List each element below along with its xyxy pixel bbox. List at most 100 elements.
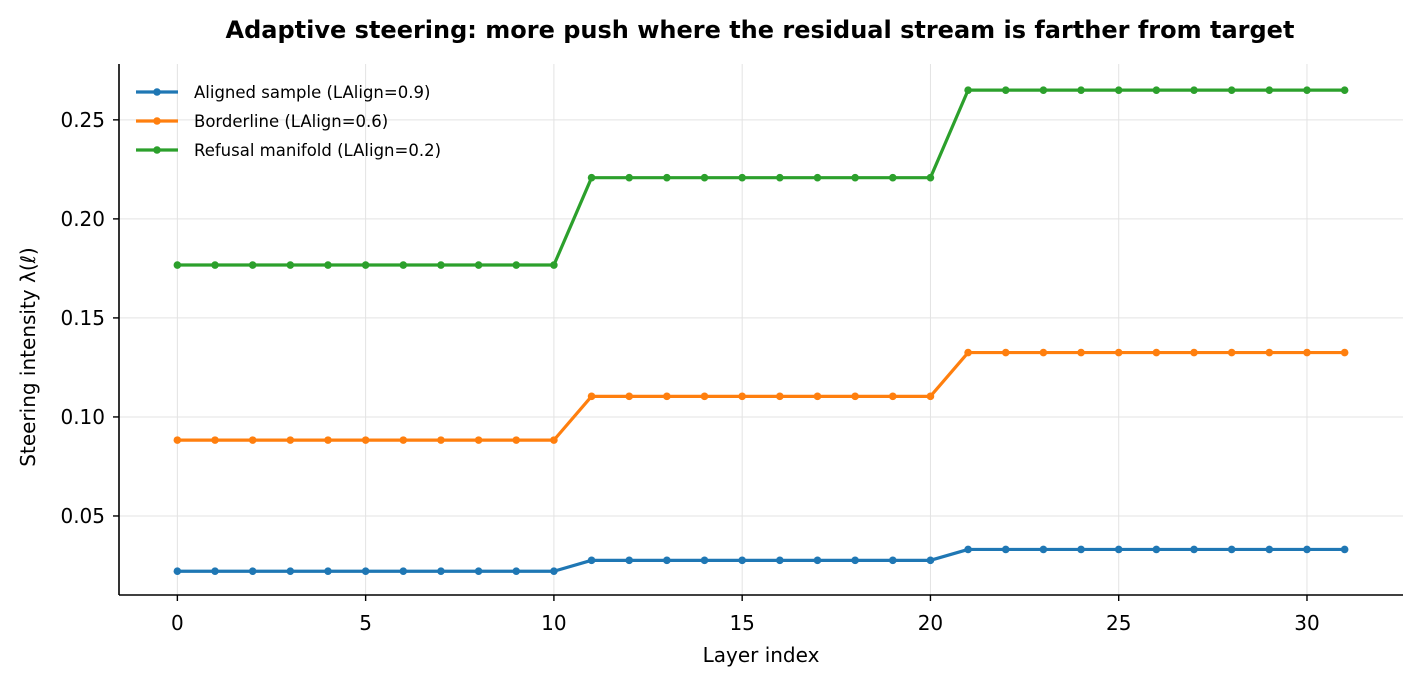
legend-marker xyxy=(153,88,161,96)
data-point xyxy=(1303,545,1311,554)
legend-marker xyxy=(153,117,161,125)
series-line xyxy=(177,88,1345,267)
data-point xyxy=(776,392,784,401)
data-point xyxy=(248,567,257,576)
series-1 xyxy=(173,545,1349,576)
data-point xyxy=(663,556,671,565)
data-point xyxy=(964,545,972,554)
data-point xyxy=(361,567,370,576)
data-point xyxy=(1303,348,1311,357)
x-axis-ticks: 0 5 10 15 20 25 30 xyxy=(171,595,1320,635)
data-point xyxy=(211,436,219,444)
data-point xyxy=(926,392,935,401)
data-point xyxy=(1227,348,1236,357)
data-point xyxy=(1077,86,1085,94)
data-point xyxy=(361,261,370,269)
data-point xyxy=(851,556,859,565)
data-point xyxy=(512,567,521,576)
data-point xyxy=(1340,348,1349,357)
data-point xyxy=(324,567,332,576)
y-axis-label: Steering intensity λ(ℓ) xyxy=(16,247,40,466)
data-point xyxy=(286,567,295,576)
grid xyxy=(119,64,1403,595)
data-point xyxy=(1039,545,1048,554)
data-point xyxy=(173,436,182,444)
data-point xyxy=(738,556,746,565)
data-point xyxy=(1039,86,1048,94)
data-point xyxy=(550,567,558,576)
data-point xyxy=(399,567,408,576)
data-point xyxy=(1340,86,1349,94)
data-point xyxy=(248,261,257,269)
data-point xyxy=(437,261,445,269)
data-point xyxy=(1190,348,1198,357)
x-tick-label: 15 xyxy=(729,611,754,635)
data-point xyxy=(587,392,596,401)
y-tick-label: 0.10 xyxy=(60,405,105,429)
data-point xyxy=(286,261,295,269)
data-point xyxy=(663,173,671,182)
data-point xyxy=(926,173,935,182)
data-point xyxy=(1340,545,1349,554)
data-point xyxy=(1001,86,1010,94)
y-tick-label: 0.20 xyxy=(60,207,105,231)
data-point xyxy=(1001,545,1010,554)
series-line xyxy=(177,547,1345,573)
data-point xyxy=(851,392,859,401)
data-point xyxy=(738,392,746,401)
data-point xyxy=(888,556,897,565)
legend-item: Borderline (LAlign=0.6) xyxy=(136,112,388,131)
data-point xyxy=(625,392,634,401)
data-point xyxy=(1152,545,1161,554)
data-point xyxy=(1265,545,1274,554)
x-axis-label: Layer index xyxy=(703,643,820,667)
legend-item: Aligned sample (LAlign=0.9) xyxy=(136,83,430,102)
data-point xyxy=(324,261,332,269)
data-point xyxy=(813,556,822,565)
data-point xyxy=(173,567,182,576)
data-point xyxy=(964,348,972,357)
data-point xyxy=(1227,545,1236,554)
data-point xyxy=(1077,545,1085,554)
data-point xyxy=(1077,348,1085,357)
axes xyxy=(118,64,1403,596)
data-point xyxy=(587,173,596,182)
data-point xyxy=(1114,86,1123,94)
data-point xyxy=(700,392,709,401)
y-axis-ticks: 0.05 0.10 0.15 0.20 0.25 xyxy=(60,108,119,528)
data-point xyxy=(1303,86,1311,94)
data-point xyxy=(324,436,332,444)
data-point xyxy=(1114,348,1123,357)
data-point xyxy=(813,392,822,401)
data-point xyxy=(813,173,822,182)
legend-label: Refusal manifold (LAlign=0.2) xyxy=(194,141,441,160)
data-point xyxy=(211,567,219,576)
data-point xyxy=(587,556,596,565)
data-point xyxy=(851,173,859,182)
data-point xyxy=(474,261,483,269)
series-3 xyxy=(173,86,1349,269)
data-point xyxy=(700,173,709,182)
chart-title: Adaptive steering: more push where the r… xyxy=(226,16,1295,44)
data-point xyxy=(1039,348,1048,357)
data-point xyxy=(173,261,182,269)
x-tick-label: 5 xyxy=(359,611,372,635)
x-tick-label: 25 xyxy=(1106,611,1131,635)
data-point xyxy=(286,436,295,444)
x-tick-label: 0 xyxy=(171,611,184,635)
data-point xyxy=(1190,86,1198,94)
x-tick-label: 30 xyxy=(1294,611,1319,635)
data-point xyxy=(399,436,408,444)
data-point xyxy=(888,173,897,182)
data-point xyxy=(361,436,370,444)
legend: Aligned sample (LAlign=0.9) Borderline (L… xyxy=(136,83,441,160)
y-tick-label: 0.15 xyxy=(60,306,105,330)
plot-area xyxy=(173,86,1349,576)
data-point xyxy=(625,556,634,565)
data-point xyxy=(1265,348,1274,357)
data-point xyxy=(1152,86,1161,94)
data-point xyxy=(1152,348,1161,357)
data-point xyxy=(776,173,784,182)
data-point xyxy=(1190,545,1198,554)
series-line xyxy=(177,350,1345,442)
